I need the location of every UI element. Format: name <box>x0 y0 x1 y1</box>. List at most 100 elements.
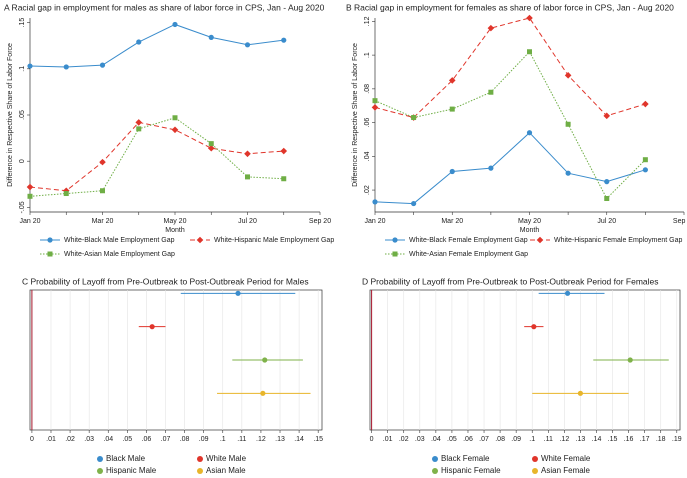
marker <box>27 193 33 199</box>
x-tick-label: Jan 20 <box>364 218 385 225</box>
y-tick-label: .12 <box>364 16 371 26</box>
marker <box>281 176 287 182</box>
x-tick-label: .16 <box>624 436 634 443</box>
x-tick-label: .15 <box>608 436 618 443</box>
x-tick-label: .1 <box>529 436 535 443</box>
marker <box>371 104 379 111</box>
marker <box>488 165 494 171</box>
legend-label: White Female <box>541 454 591 463</box>
marker <box>135 119 143 126</box>
x-tick-label: .05 <box>122 436 132 443</box>
marker <box>411 115 417 121</box>
legend-marker <box>97 456 103 462</box>
x-tick-label: Sep 20 <box>673 218 687 225</box>
x-tick-label: .05 <box>447 436 457 443</box>
y-tick-label: 0 <box>19 159 26 163</box>
marker <box>63 191 69 197</box>
marker <box>642 167 648 173</box>
marker <box>47 237 53 243</box>
x-tick-label: .04 <box>431 436 441 443</box>
plot-frame <box>29 289 323 431</box>
x-tick-label: .14 <box>592 436 602 443</box>
marker <box>26 183 34 191</box>
marker <box>565 121 571 127</box>
marker <box>527 49 532 55</box>
x-tick-label: .08 <box>495 436 505 443</box>
x-tick-label: .04 <box>103 436 113 443</box>
marker <box>411 200 417 207</box>
marker <box>244 42 251 48</box>
point-estimate <box>235 290 241 296</box>
chart-title: C Probability of Layoff from Pre-Outbrea… <box>22 276 309 286</box>
marker <box>603 112 611 120</box>
marker <box>372 98 378 104</box>
point-estimate <box>627 357 633 363</box>
x-tick-label: .01 <box>46 436 56 443</box>
marker <box>27 63 33 69</box>
y-tick-label: .15 <box>19 18 26 28</box>
marker <box>526 14 533 22</box>
legend-label: Black Male <box>106 454 146 463</box>
x-tick-label: .01 <box>383 436 393 443</box>
chart-title: B Racial gap in employment for females a… <box>346 2 674 12</box>
legend-label: White-Black Male Employment Gap <box>64 237 175 244</box>
x-tick-label: Mar 20 <box>92 218 114 225</box>
marker <box>604 179 610 185</box>
x-tick-label: 0 <box>370 436 374 443</box>
marker <box>280 147 288 155</box>
series-line <box>29 23 284 68</box>
marker <box>564 72 572 79</box>
x-tick-label: Jul 20 <box>597 218 616 225</box>
y-tick-label: .08 <box>364 84 371 94</box>
x-tick-label: .09 <box>511 436 521 443</box>
y-axis-label: Difference in Respective Share of Labor … <box>352 43 359 187</box>
y-tick-label: .04 <box>364 151 371 161</box>
marker <box>449 106 455 112</box>
legend-label: Asian Female <box>541 466 590 475</box>
marker <box>207 144 215 152</box>
x-tick-label: Sep 20 <box>309 218 331 225</box>
x-tick-label: .07 <box>161 436 171 443</box>
marker <box>488 89 494 95</box>
legend-label: Black Female <box>441 454 490 463</box>
marker <box>526 130 533 136</box>
y-tick-label: .02 <box>364 185 371 195</box>
marker <box>449 168 455 175</box>
x-tick-label: Mar 20 <box>441 218 463 225</box>
x-tick-label: .09 <box>199 436 209 443</box>
series-line <box>374 132 646 205</box>
legend-label: White-Black Female Employment Gap <box>409 237 528 244</box>
marker <box>642 157 648 163</box>
marker <box>604 196 610 202</box>
x-tick-label: .13 <box>576 436 586 443</box>
marker <box>100 188 105 194</box>
point-estimate <box>260 390 266 396</box>
point-estimate <box>531 324 537 330</box>
x-tick-label: .15 <box>313 436 323 443</box>
marker <box>196 236 204 244</box>
marker <box>281 37 287 43</box>
x-tick-label: .14 <box>294 436 304 443</box>
legend-label: White-Asian Female Employment Gap <box>409 251 528 258</box>
marker <box>172 21 178 28</box>
x-tick-label: .03 <box>415 436 425 443</box>
y-tick-label: -.05 <box>19 201 26 213</box>
marker <box>47 251 53 257</box>
x-tick-label: Jul 20 <box>238 218 257 225</box>
series-line <box>374 50 646 200</box>
marker <box>208 141 214 147</box>
legend-marker <box>97 468 103 474</box>
marker <box>244 150 251 158</box>
point-estimate <box>262 357 268 363</box>
marker <box>63 64 69 70</box>
chart-title: A Racial gap in employment for males as … <box>4 2 325 12</box>
x-tick-label: Jan 20 <box>19 218 40 225</box>
marker <box>372 199 378 205</box>
point-estimate <box>149 324 155 330</box>
y-axis-label: Difference in Respective Share of Labor … <box>7 43 14 187</box>
series-line <box>29 117 284 197</box>
marker <box>136 126 142 132</box>
x-tick-label: .06 <box>463 436 473 443</box>
marker <box>172 115 178 121</box>
legend-label: White Male <box>206 454 247 463</box>
